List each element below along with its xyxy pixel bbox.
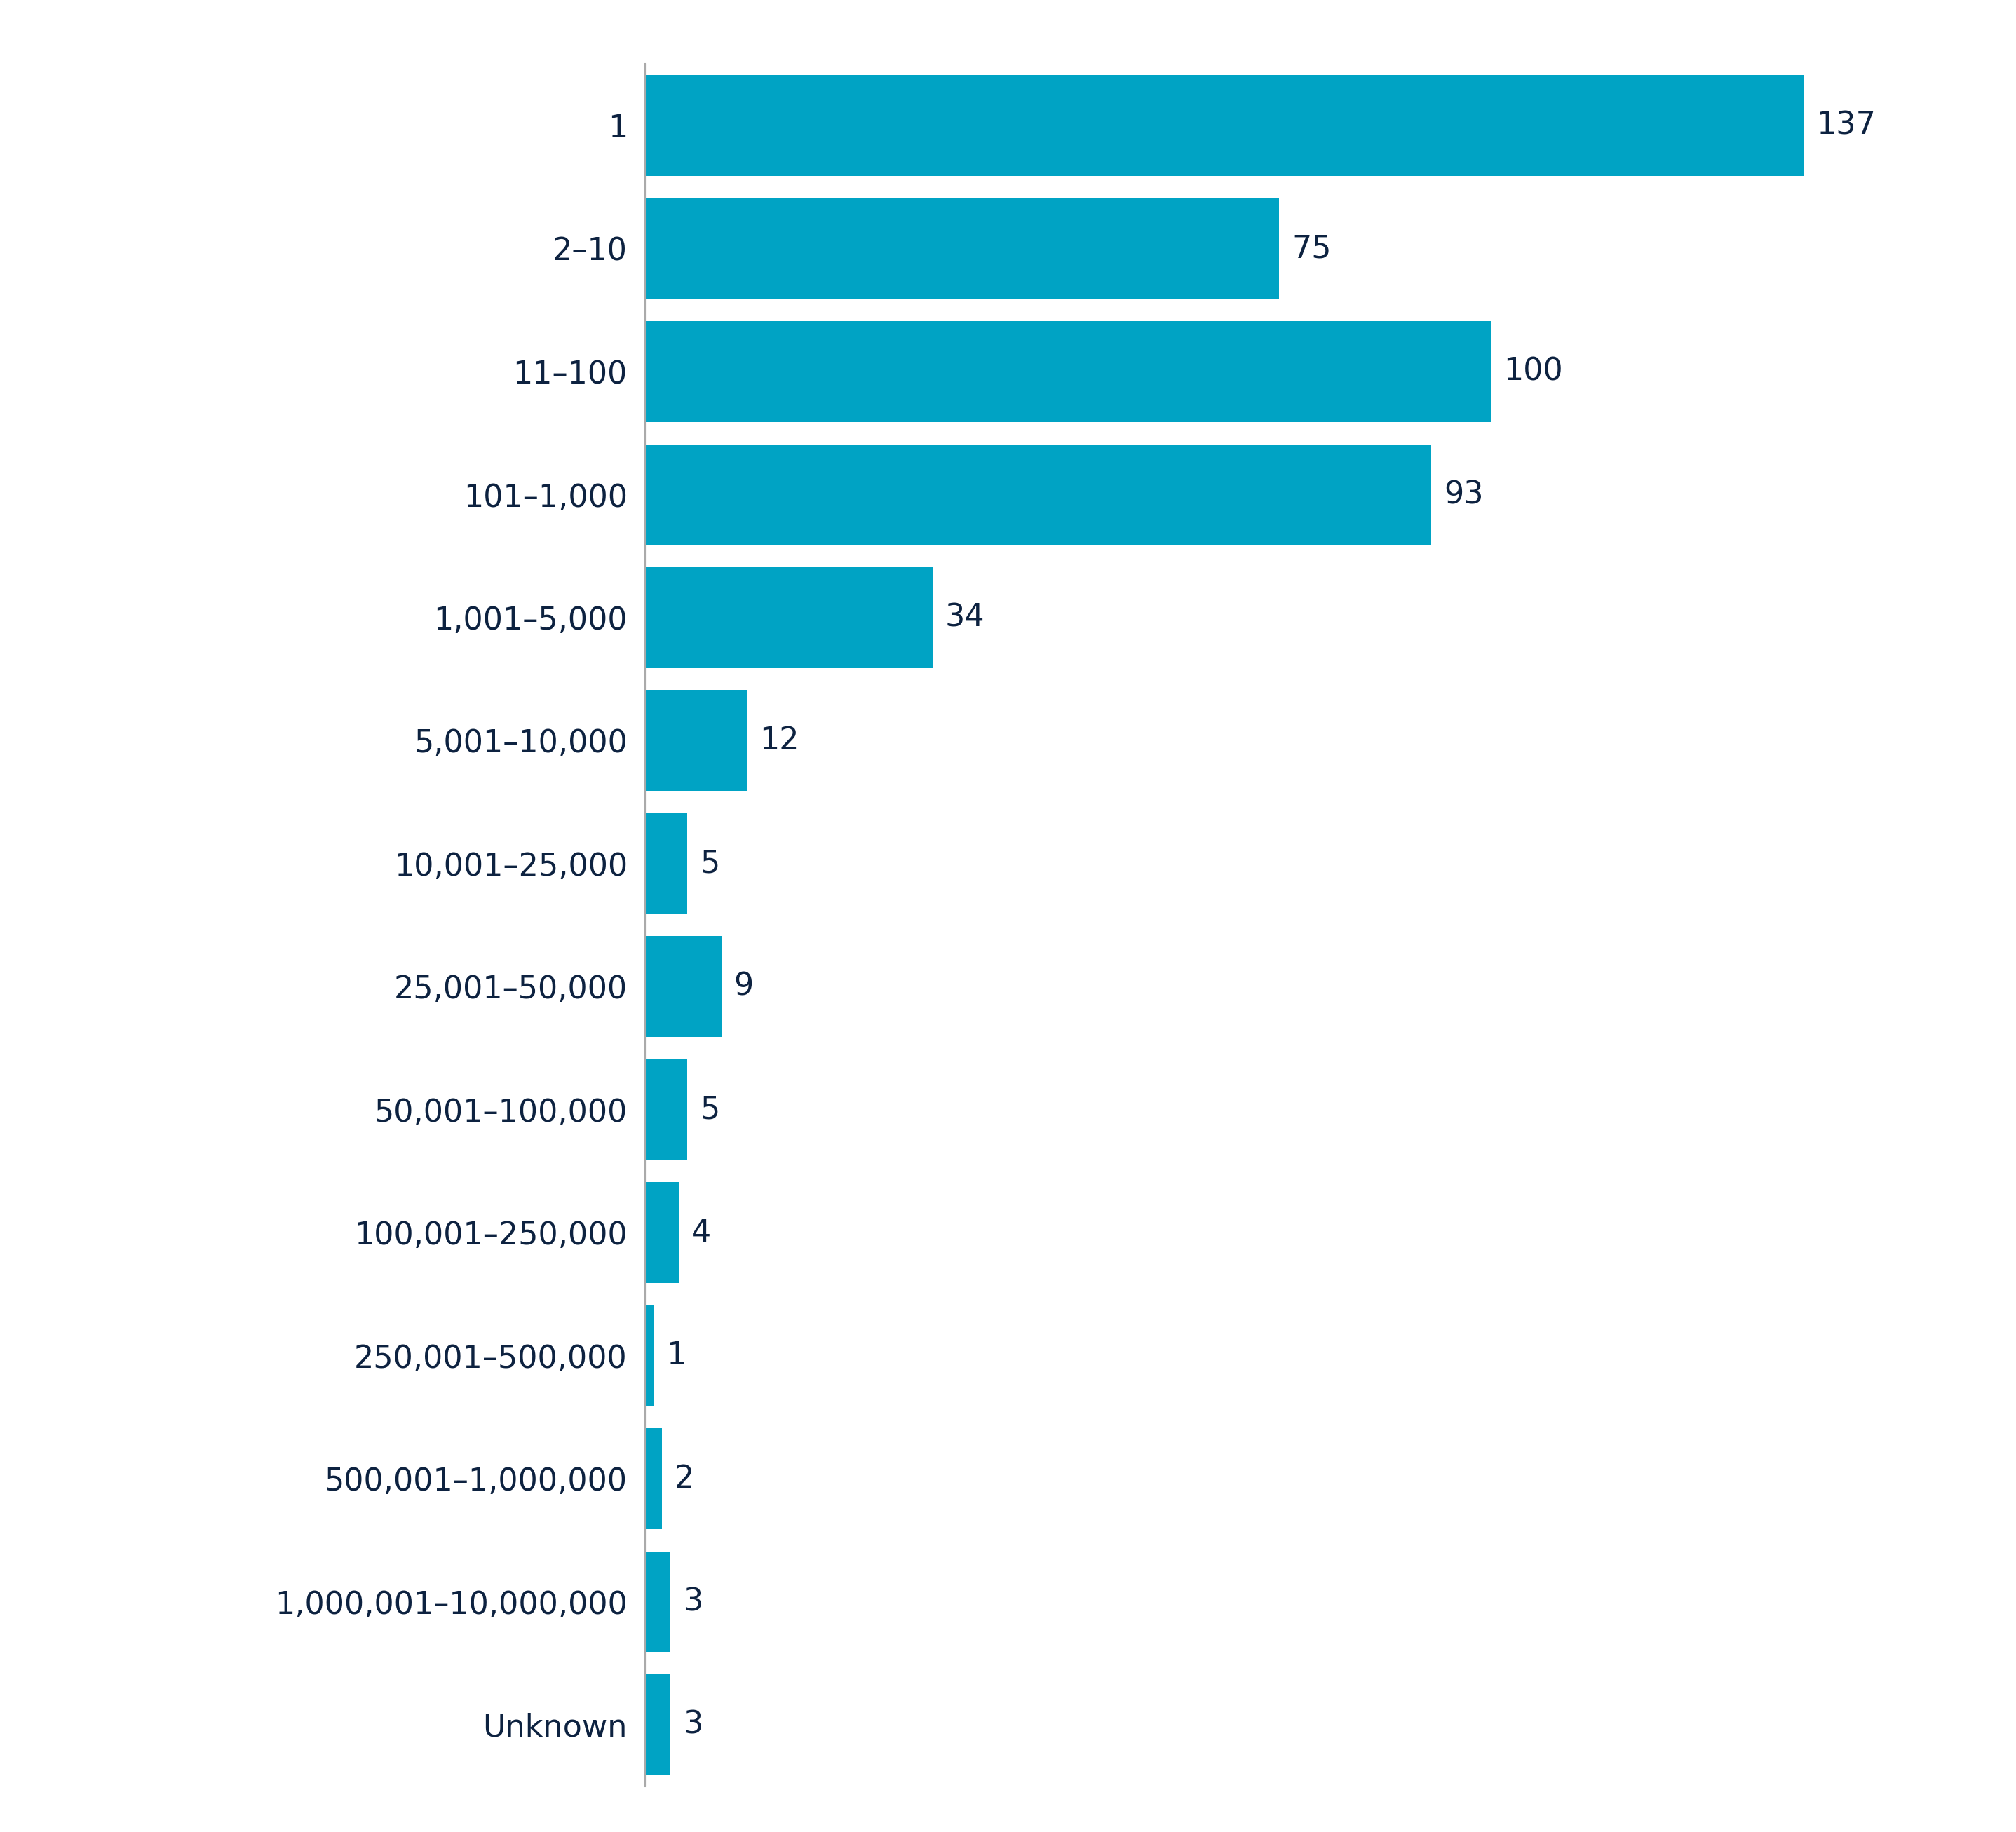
Text: 5: 5 [700, 848, 720, 879]
Text: 1: 1 [665, 1341, 685, 1370]
Bar [645, 1304, 653, 1407]
Text: 9: 9 [734, 971, 754, 1002]
Bar [645, 1059, 687, 1160]
Bar [645, 1429, 661, 1530]
Text: 4: 4 [691, 1218, 712, 1248]
Text: 93: 93 [1443, 480, 1484, 509]
Text: 2: 2 [675, 1464, 696, 1493]
Bar [645, 1674, 671, 1775]
Text: 75: 75 [1292, 233, 1331, 264]
Bar [645, 1182, 679, 1282]
Text: 3: 3 [683, 1709, 704, 1740]
Text: 34: 34 [946, 603, 986, 632]
Text: 3: 3 [683, 1587, 704, 1618]
Text: 5: 5 [700, 1094, 720, 1125]
Bar [645, 1552, 671, 1652]
Bar [645, 443, 1431, 546]
Text: 12: 12 [760, 725, 798, 757]
Bar [645, 691, 746, 791]
Text: 100: 100 [1504, 357, 1562, 387]
Bar [645, 75, 1804, 176]
Bar [645, 321, 1490, 421]
Text: 137: 137 [1816, 110, 1875, 141]
Bar [645, 568, 933, 669]
Bar [645, 936, 722, 1037]
Bar [645, 198, 1280, 299]
Bar [645, 813, 687, 914]
